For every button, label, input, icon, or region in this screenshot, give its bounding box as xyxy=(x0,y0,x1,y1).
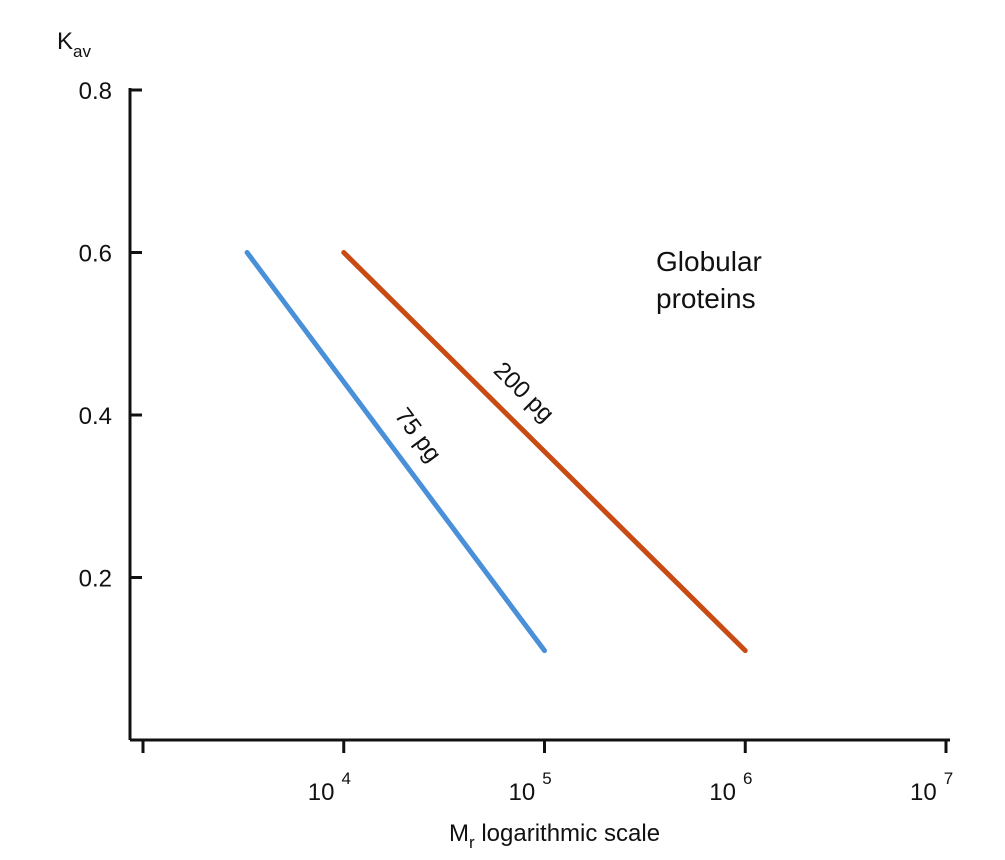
y-tick-label: 0.4 xyxy=(79,403,112,430)
series-label-2: 200 pg xyxy=(488,357,559,428)
x-tick-label: 10 5 xyxy=(509,769,552,806)
x-tick-label: 10 6 xyxy=(709,769,752,806)
y-tick-label: 0.6 xyxy=(79,241,112,268)
x-ticks: 10 4 10 5 10 6 10 7 xyxy=(141,740,953,806)
y-tick-label: 0.8 xyxy=(79,78,112,105)
x-axis-title-sub: r xyxy=(469,833,475,852)
y-tick-label: 0.2 xyxy=(79,566,112,593)
x-tick-label: 10 7 xyxy=(910,769,953,806)
svg-text:Kav: Kav xyxy=(57,28,91,61)
x-tick-exponent: 4 xyxy=(341,769,350,788)
y-axis-title-main: K xyxy=(57,28,73,55)
annotation-line-2: proteins xyxy=(656,283,756,314)
series-line-2 xyxy=(341,250,748,654)
series-line-1 xyxy=(244,250,547,654)
x-tick-label: 10 4 xyxy=(308,769,351,806)
x-tick-base: 10 xyxy=(509,779,536,806)
annotation-line-1: Globular xyxy=(656,246,762,277)
x-tick-exponent: 6 xyxy=(743,769,752,788)
x-tick-base: 10 xyxy=(910,779,937,806)
y-axis-title-sub: av xyxy=(73,42,91,61)
x-tick-exponent: 5 xyxy=(542,769,551,788)
y-axis-title: Kav xyxy=(57,28,91,61)
x-axis-title-main: M xyxy=(449,820,469,847)
annotation-globular-proteins: Globular proteins xyxy=(656,246,762,314)
x-tick-base: 10 xyxy=(308,779,335,806)
svg-text:Mr logarithmic scale: Mr logarithmic scale xyxy=(449,820,660,852)
x-tick-base: 10 xyxy=(709,779,736,806)
x-axis-title-rest: logarithmic scale xyxy=(475,820,660,847)
x-axis-title: Mr logarithmic scale xyxy=(449,820,660,852)
y-ticks: 0.2 0.4 0.6 0.8 xyxy=(79,78,142,593)
x-tick-exponent: 7 xyxy=(944,769,953,788)
